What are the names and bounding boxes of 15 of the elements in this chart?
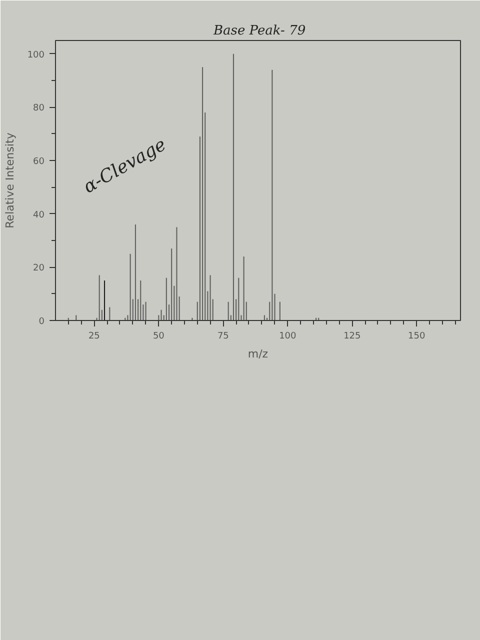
x-tick-label: 125 bbox=[344, 332, 361, 342]
text: Base Peak- 79 bbox=[212, 24, 306, 38]
x-axis-title: m/z bbox=[248, 348, 268, 360]
y-tick-label: 100 bbox=[27, 50, 45, 60]
x-tick-label: 25 bbox=[88, 332, 100, 342]
y-tick-label: 0 bbox=[38, 317, 45, 327]
x-tick-label: 100 bbox=[279, 332, 297, 342]
y-tick-label: 80 bbox=[33, 104, 45, 114]
x-tick-label: 50 bbox=[152, 332, 165, 342]
y-tick-label: 60 bbox=[33, 157, 45, 167]
x-tick-label: 150 bbox=[408, 332, 426, 342]
y-tick-label: 20 bbox=[33, 264, 45, 274]
x-tick-label: 75 bbox=[217, 332, 229, 342]
y-axis-title: Relative Intensity bbox=[3, 132, 16, 228]
y-tick-label: 40 bbox=[33, 210, 45, 220]
